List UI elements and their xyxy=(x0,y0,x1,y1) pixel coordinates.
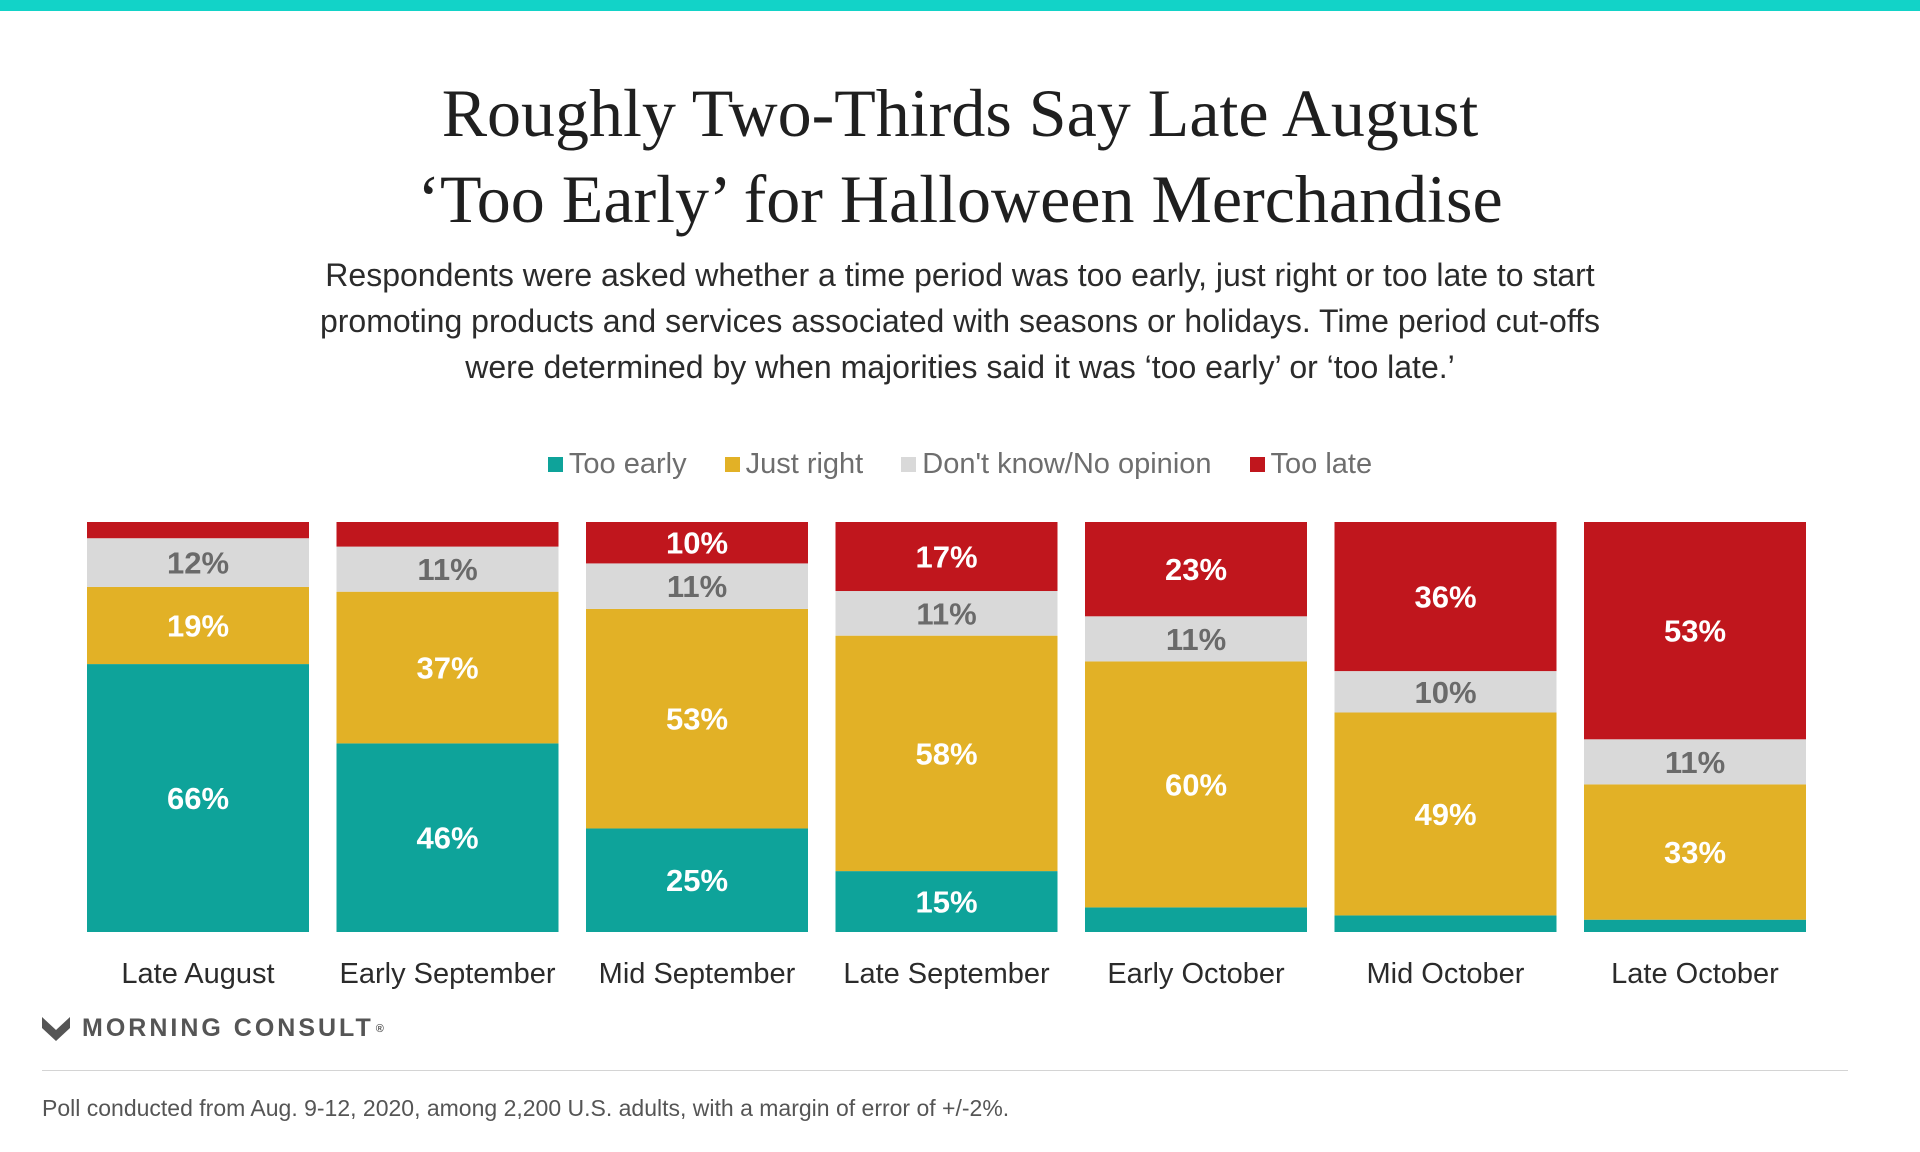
bar-segment-too-early-4 xyxy=(1085,907,1307,932)
title-line-2: ‘Too Early’ for Halloween Merchandise xyxy=(417,161,1503,237)
data-label: 11% xyxy=(667,569,727,604)
category-label: Early September xyxy=(340,958,556,990)
legend-swatch-dont-know xyxy=(901,457,917,472)
chart-legend: Too early Just right Don't know/No opini… xyxy=(0,448,1920,481)
bar-segment-just-right-4 xyxy=(1085,661,1307,908)
bar-segment-too-early-3 xyxy=(835,871,1058,932)
bar-segment-don-t-know-no-opinion-3 xyxy=(835,591,1058,636)
chart-title: Roughly Two-Thirds Say Late August ‘Too … xyxy=(0,70,1920,242)
bar-segment-just-right-2 xyxy=(586,608,808,829)
bar-segment-too-late-5 xyxy=(1334,522,1557,672)
data-label: 25% xyxy=(666,863,728,898)
data-label: 12% xyxy=(167,546,229,581)
bar-segment-too-early-0 xyxy=(87,664,309,932)
subtitle-line-2: promoting products and services associat… xyxy=(319,303,1601,339)
data-label: 33% xyxy=(1664,835,1726,870)
bar-segment-just-right-0 xyxy=(87,586,309,665)
category-label: Late September xyxy=(843,958,1050,990)
data-label: 60% xyxy=(1165,767,1227,802)
legend-item-just-right: Just right xyxy=(724,448,864,481)
methodology-note: Poll conducted from Aug. 9-12, 2020, amo… xyxy=(42,1095,1010,1121)
category-label: Early October xyxy=(1107,958,1285,990)
bar-segment-just-right-5 xyxy=(1334,712,1557,916)
bar-segment-too-early-6 xyxy=(1584,919,1806,932)
bar-segment-just-right-3 xyxy=(835,635,1058,872)
data-label: 11% xyxy=(1665,745,1725,780)
registered-mark: ® xyxy=(375,1022,384,1035)
bar-segment-too-late-4 xyxy=(1085,522,1307,617)
bar-segment-too-late-2 xyxy=(586,522,808,564)
brand-name: MORNING CONSULT xyxy=(82,1014,374,1042)
footer-divider xyxy=(42,1070,1848,1071)
stacked-bar-chart: 66% 19% 12% Late August 46% 37% 11% Early Septe… xyxy=(87,522,1806,990)
top-accent-rule xyxy=(0,0,1920,11)
bar-segment-too-early-2 xyxy=(586,828,808,932)
data-label: 49% xyxy=(1414,797,1476,832)
bar-segment-just-right-6 xyxy=(1584,784,1806,920)
bar-segment-too-late-1 xyxy=(336,522,559,547)
bar-segment-too-late-6 xyxy=(1584,522,1806,740)
legend-item-too-late: Too late xyxy=(1249,448,1373,481)
legend-swatch-too-late xyxy=(1249,457,1265,472)
morning-consult-logo: MORNING CONSULT ® xyxy=(42,1014,384,1043)
title-line-1: Roughly Two-Thirds Say Late August xyxy=(441,75,1479,151)
legend-item-dont-know: Don't know/No opinion xyxy=(901,448,1212,481)
bar-segment-don-t-know-no-opinion-2 xyxy=(586,563,808,609)
bar-segment-don-t-know-no-opinion-5 xyxy=(1334,671,1557,713)
data-label: 37% xyxy=(416,651,478,686)
bar-segment-too-early-5 xyxy=(1334,915,1557,932)
data-label: 15% xyxy=(915,885,977,920)
bar-segment-don-t-know-no-opinion-6 xyxy=(1584,739,1806,785)
bar-segment-don-t-know-no-opinion-4 xyxy=(1085,616,1307,662)
subtitle-line-1: Respondents were asked whether a time pe… xyxy=(325,257,1595,293)
data-label: 36% xyxy=(1414,580,1476,615)
category-label: Late August xyxy=(121,958,274,990)
bar-segment-don-t-know-no-opinion-1 xyxy=(336,546,559,592)
legend-label-too-early: Too early xyxy=(568,448,687,480)
data-label: 10% xyxy=(1414,675,1476,710)
legend-label-just-right: Just right xyxy=(745,448,864,480)
data-label: 53% xyxy=(1664,614,1726,649)
data-label: 10% xyxy=(666,526,728,561)
data-label: 19% xyxy=(167,609,229,644)
data-label: 11% xyxy=(417,552,477,587)
subtitle-line-3: were determined by when majorities said … xyxy=(465,349,1455,385)
legend-swatch-just-right xyxy=(724,457,740,472)
data-label: 11% xyxy=(1166,622,1226,657)
chart-subtitle: Respondents were asked whether a time pe… xyxy=(0,252,1920,390)
bar-segment-too-late-0 xyxy=(87,522,309,539)
legend-label-dont-know: Don't know/No opinion xyxy=(922,448,1212,480)
bar-segment-too-early-1 xyxy=(336,743,559,932)
data-label: 66% xyxy=(167,781,229,816)
data-label: 53% xyxy=(666,702,728,737)
category-label: Mid September xyxy=(599,958,796,990)
bar-segment-just-right-1 xyxy=(336,591,559,744)
data-label: 17% xyxy=(915,540,977,575)
data-label: 58% xyxy=(915,736,977,771)
data-label: 23% xyxy=(1165,552,1227,587)
legend-item-too-early: Too early xyxy=(547,448,687,481)
data-label: 46% xyxy=(416,821,478,856)
morning-consult-m-icon xyxy=(42,1016,70,1041)
legend-label-too-late: Too late xyxy=(1270,448,1373,480)
category-label: Late October xyxy=(1611,958,1779,990)
bar-segment-don-t-know-no-opinion-0 xyxy=(87,538,309,587)
legend-swatch-too-early xyxy=(547,457,563,472)
data-label: 11% xyxy=(916,596,976,631)
category-label: Mid October xyxy=(1367,958,1525,990)
bar-segment-too-late-3 xyxy=(835,522,1058,592)
